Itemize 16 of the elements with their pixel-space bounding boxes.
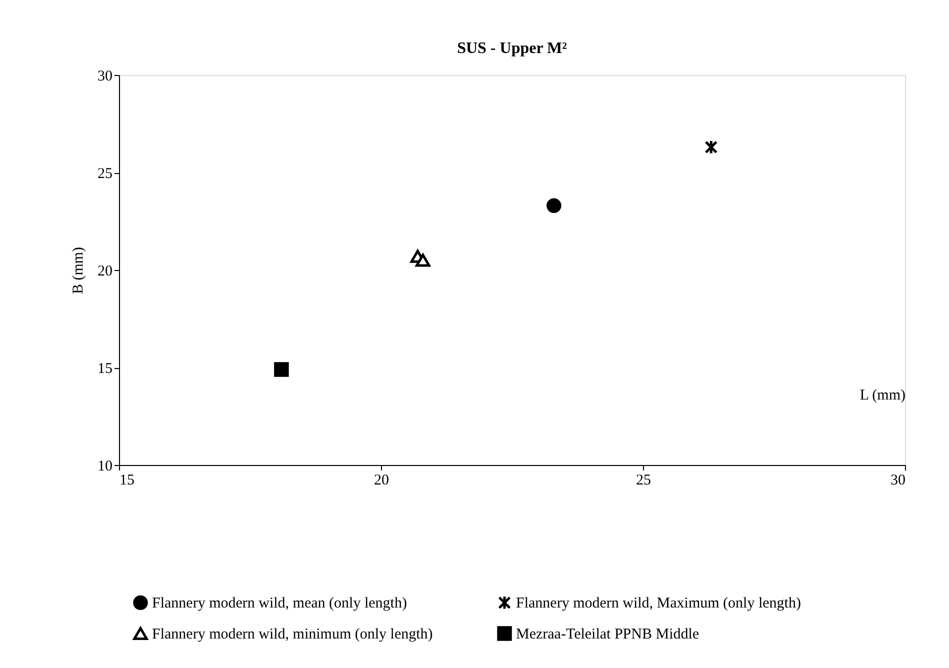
legend-label: Flannery modern wild, minimum (only length) <box>152 626 433 642</box>
y-tick-label: 15 <box>98 361 112 377</box>
x-tick-label: 20 <box>374 472 389 488</box>
x-tick-label: 25 <box>636 472 651 488</box>
x-axis-title: L (mm) <box>860 388 906 404</box>
legend-label: Mezraa-Teleilat PPNB Middle <box>516 626 700 642</box>
chart-title: SUS - Upper M² <box>457 40 568 57</box>
y-tick-label: 20 <box>98 264 112 280</box>
x-tick-label: 30 <box>890 472 906 488</box>
legend-label: Flannery modern wild, mean (only length) <box>152 596 407 612</box>
legend-label: Flannery modern wild, Maximum (only length) <box>516 596 801 612</box>
y-tick-label: 10 <box>98 458 112 474</box>
y-tick-label: 30 <box>98 68 112 84</box>
y-axis-title: B (mm) <box>70 246 86 294</box>
y-tick-label: 25 <box>98 166 112 182</box>
x-tick-label: 15 <box>120 472 134 488</box>
